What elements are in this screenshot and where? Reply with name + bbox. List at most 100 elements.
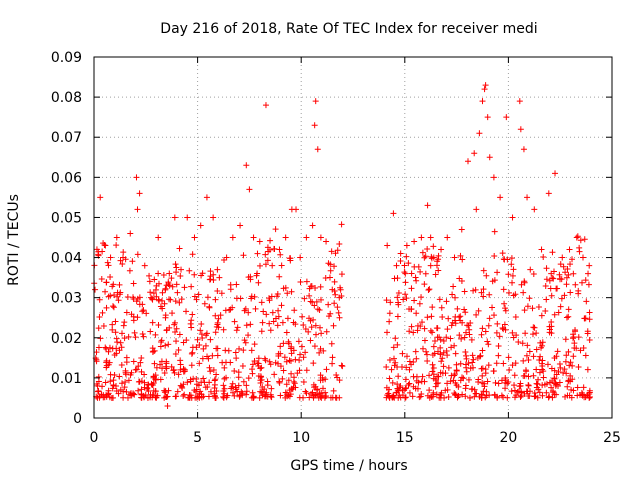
data-point xyxy=(444,234,451,241)
data-point xyxy=(444,380,451,387)
data-point xyxy=(463,368,470,375)
data-point xyxy=(151,276,158,283)
data-point xyxy=(462,309,469,316)
data-point xyxy=(514,388,521,395)
data-point xyxy=(504,394,511,401)
data-point xyxy=(212,312,219,319)
data-point xyxy=(140,333,147,340)
data-point xyxy=(388,366,395,373)
y-axis-label: ROTI / TECUs xyxy=(6,194,22,286)
data-point xyxy=(462,393,469,400)
data-point xyxy=(431,350,438,357)
data-point xyxy=(436,296,443,303)
data-point xyxy=(334,304,341,311)
data-point xyxy=(132,334,139,341)
data-point xyxy=(256,394,263,401)
data-point xyxy=(494,269,501,276)
data-point xyxy=(248,295,255,302)
data-point xyxy=(419,249,426,256)
data-point xyxy=(152,286,159,293)
data-point xyxy=(245,274,252,281)
data-point xyxy=(93,349,100,356)
data-point xyxy=(510,266,517,273)
data-point xyxy=(285,377,292,384)
data-point xyxy=(275,313,282,320)
data-point xyxy=(449,291,456,298)
data-point xyxy=(538,312,545,319)
data-point xyxy=(403,242,410,249)
data-point xyxy=(572,328,579,335)
data-point xyxy=(283,358,290,365)
data-point xyxy=(555,309,562,316)
data-point xyxy=(323,238,330,245)
axis-ticks xyxy=(93,56,613,419)
data-point xyxy=(500,326,507,333)
data-point xyxy=(408,323,415,330)
data-point xyxy=(248,394,255,401)
data-point xyxy=(495,342,502,349)
data-point xyxy=(315,394,322,401)
data-point xyxy=(454,305,461,312)
data-point xyxy=(186,267,193,274)
data-point xyxy=(172,328,179,335)
data-point xyxy=(502,307,509,314)
data-point xyxy=(338,271,345,278)
data-point xyxy=(270,318,277,325)
data-point xyxy=(547,379,554,386)
data-point xyxy=(234,324,241,331)
data-point xyxy=(283,329,290,336)
data-point xyxy=(275,350,282,357)
data-point xyxy=(109,345,116,352)
data-point xyxy=(107,254,114,261)
data-point xyxy=(406,366,413,373)
data-point xyxy=(172,393,179,400)
data-point xyxy=(413,277,420,284)
data-point xyxy=(509,329,516,336)
data-point xyxy=(521,279,528,286)
data-point xyxy=(484,114,491,121)
data-point xyxy=(508,388,515,395)
data-point xyxy=(213,388,220,395)
data-point xyxy=(111,291,118,298)
data-point xyxy=(127,371,134,378)
data-point xyxy=(292,321,299,328)
data-point xyxy=(279,375,286,382)
data-point xyxy=(586,262,593,269)
data-point xyxy=(255,355,262,362)
data-point xyxy=(520,289,527,296)
data-point xyxy=(493,329,500,336)
data-point xyxy=(458,374,465,381)
data-point xyxy=(282,394,289,401)
data-point xyxy=(539,382,546,389)
data-point xyxy=(146,272,153,279)
data-point xyxy=(258,376,265,383)
data-point xyxy=(141,371,148,378)
data-point xyxy=(235,374,242,381)
data-point xyxy=(210,277,217,284)
data-point xyxy=(117,289,124,296)
data-point xyxy=(558,276,565,283)
data-point xyxy=(306,315,313,322)
data-point xyxy=(413,310,420,317)
data-point xyxy=(469,352,476,359)
data-point xyxy=(479,379,486,386)
data-point xyxy=(586,309,593,316)
data-point xyxy=(383,394,390,401)
data-point xyxy=(518,389,525,396)
data-point xyxy=(122,378,129,385)
data-point xyxy=(427,234,434,241)
data-point xyxy=(439,313,446,320)
data-point xyxy=(393,262,400,269)
data-point xyxy=(496,333,503,340)
data-point xyxy=(158,339,165,346)
data-point xyxy=(105,361,112,368)
data-point xyxy=(570,334,577,341)
data-point xyxy=(469,359,476,366)
data-point xyxy=(455,393,462,400)
data-point xyxy=(585,281,592,288)
data-point xyxy=(146,278,153,285)
data-point xyxy=(110,377,117,384)
data-point xyxy=(130,358,137,365)
data-point xyxy=(164,393,171,400)
data-point xyxy=(440,363,447,370)
